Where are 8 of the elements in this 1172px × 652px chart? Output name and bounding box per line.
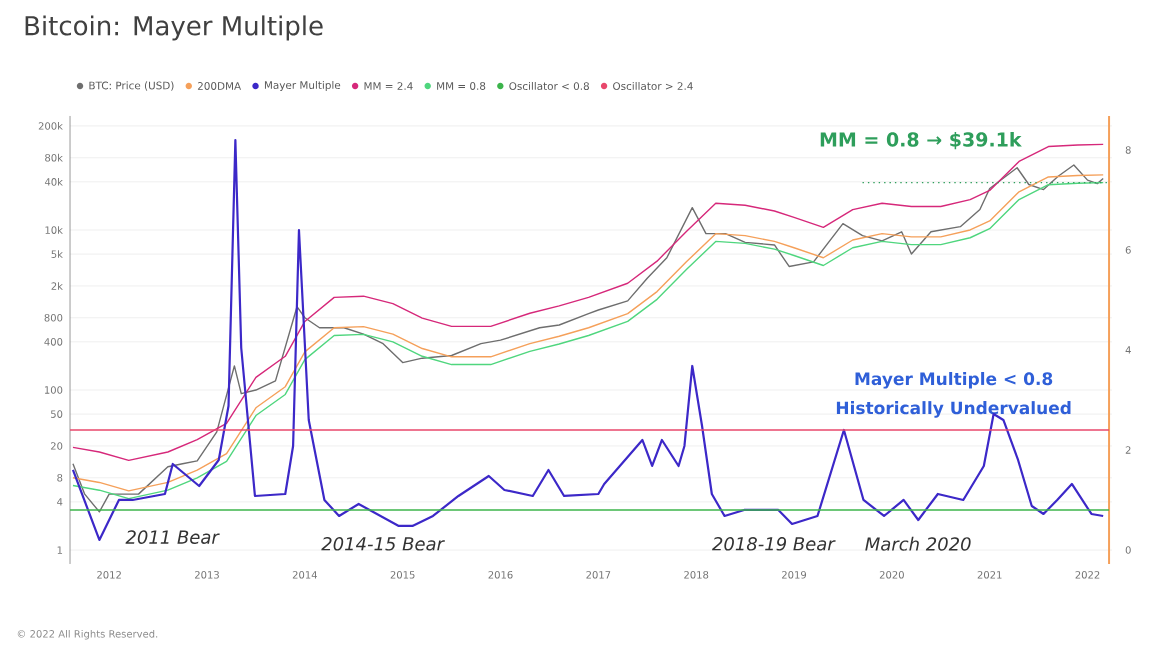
annotation: 2014-15 Bear	[321, 537, 445, 551]
annotation: 2018-19 Bear	[712, 537, 836, 551]
annotation: MM = 0.8 → $39.1k	[820, 132, 1022, 150]
annotation: 2011 Bear	[125, 530, 220, 544]
annotation: Mayer Multiple < 0.8	[855, 371, 1053, 389]
annotation: Historically Undervalued	[836, 401, 1071, 418]
annotation: March 2020	[865, 536, 971, 551]
chart-title: Bitcoin: Mayer Multiple	[25, 15, 323, 41]
